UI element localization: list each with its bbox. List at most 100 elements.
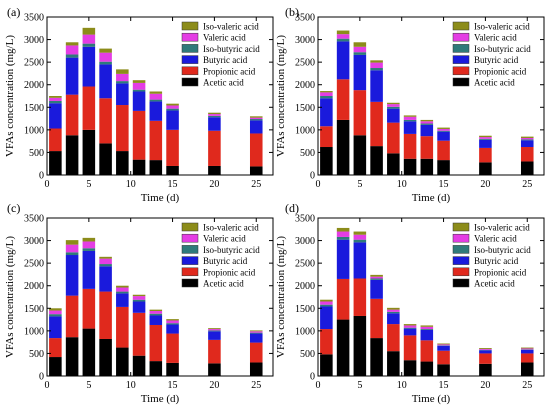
bar-segment bbox=[370, 338, 383, 376]
y-tick-label: 1000 bbox=[295, 125, 315, 136]
bar-segment bbox=[166, 165, 179, 175]
legend-label: Valeric acid bbox=[203, 33, 246, 43]
bar-segment bbox=[99, 48, 112, 53]
bar-segment bbox=[249, 331, 263, 333]
bar-segment bbox=[336, 239, 350, 279]
legend-label: Iso-valeric acid bbox=[203, 22, 259, 32]
bar-segment bbox=[65, 94, 79, 136]
bar-segment bbox=[479, 138, 492, 140]
panel-label: (a) bbox=[7, 5, 20, 19]
bar-segment bbox=[336, 41, 350, 80]
bar-segment bbox=[437, 130, 450, 132]
bar-segment bbox=[370, 274, 383, 277]
y-tick-label: 2000 bbox=[24, 281, 44, 292]
bar-segment bbox=[387, 102, 400, 105]
bar-segment bbox=[82, 288, 96, 329]
bar-segment bbox=[132, 80, 146, 83]
bar-segment bbox=[353, 231, 367, 235]
bar-segment bbox=[387, 351, 400, 376]
legend-swatch bbox=[181, 222, 199, 232]
bar-segment bbox=[132, 299, 146, 302]
panel-label: (d) bbox=[285, 201, 299, 215]
legend-swatch bbox=[181, 21, 199, 31]
bar-segment bbox=[420, 123, 434, 125]
legend-swatch bbox=[452, 32, 470, 42]
bar-segment bbox=[166, 323, 179, 325]
bar-segment bbox=[403, 121, 417, 134]
bar-segment bbox=[116, 291, 129, 294]
bar-segment bbox=[320, 306, 333, 330]
bar-segment bbox=[49, 97, 62, 101]
bar-segment bbox=[65, 240, 79, 245]
bar-segment bbox=[520, 347, 534, 349]
bar-segment bbox=[437, 131, 450, 141]
bar-segment bbox=[420, 340, 434, 362]
bar-segment bbox=[166, 108, 179, 111]
bar-segment bbox=[320, 92, 333, 96]
bar-segment bbox=[49, 357, 62, 376]
bar-segment bbox=[336, 38, 350, 42]
bar-segment bbox=[208, 115, 221, 118]
bar-segment bbox=[437, 344, 450, 346]
bar-segment bbox=[370, 146, 383, 175]
bar-segment bbox=[65, 244, 79, 253]
bar-segment bbox=[132, 312, 146, 356]
legend-label: Propionic acid bbox=[474, 66, 527, 76]
bar-segment bbox=[166, 333, 179, 363]
bar-segment bbox=[336, 119, 350, 175]
bar-segment bbox=[82, 237, 96, 242]
x-tick-label: 20 bbox=[209, 179, 219, 190]
bar-segment bbox=[403, 115, 417, 117]
bar-segment bbox=[336, 278, 350, 320]
y-tick-label: 3500 bbox=[24, 13, 44, 24]
x-tick-label: 5 bbox=[86, 380, 91, 391]
y-tick-label: 2500 bbox=[295, 58, 315, 69]
legend-label: Iso-butyric acid bbox=[474, 245, 531, 255]
bar-segment bbox=[99, 64, 112, 99]
bar-segment bbox=[65, 54, 79, 58]
bar-segment bbox=[149, 120, 163, 161]
bar-segment bbox=[249, 330, 263, 332]
bar-segment bbox=[49, 151, 62, 175]
legend-label: Iso-butyric acid bbox=[474, 44, 531, 54]
legend-label: Iso-valeric acid bbox=[203, 223, 259, 233]
y-tick-label: 500 bbox=[300, 349, 315, 360]
bar-segment bbox=[149, 361, 163, 376]
bar-segment bbox=[166, 105, 179, 109]
bar-segment bbox=[65, 295, 79, 338]
bar-segment bbox=[437, 160, 450, 175]
legend-swatch bbox=[452, 21, 470, 31]
x-tick-label: 15 bbox=[168, 380, 178, 391]
bar-segment bbox=[208, 329, 221, 331]
bar-segment bbox=[99, 338, 112, 376]
panel-b: (b) VFAs concentration (mg/L) Time (d) 0… bbox=[275, 5, 545, 204]
bar-segment bbox=[370, 68, 383, 71]
legend-swatch bbox=[452, 256, 470, 265]
legend-swatch bbox=[181, 55, 199, 64]
y-tick-label: 500 bbox=[300, 148, 315, 159]
bar-segment bbox=[49, 338, 62, 358]
bar-segment bbox=[249, 166, 263, 175]
bar-segment bbox=[99, 61, 112, 65]
bar-segment bbox=[99, 52, 112, 62]
bar-segment bbox=[387, 311, 400, 314]
bar-segment bbox=[116, 285, 129, 288]
bar-segment bbox=[437, 350, 450, 365]
bar-segment bbox=[353, 242, 367, 279]
panel-a: (a) VFAs concentration (mg/L) Time (d) 0… bbox=[4, 5, 274, 204]
bar-segment bbox=[116, 347, 129, 376]
bar-segment bbox=[370, 62, 383, 69]
legend-label: Butyric acid bbox=[203, 55, 248, 65]
bar-segment bbox=[166, 103, 179, 106]
x-tick-label: 25 bbox=[251, 179, 261, 190]
panel-label: (c) bbox=[7, 201, 20, 215]
legend-label: Iso-valeric acid bbox=[474, 22, 530, 32]
legend-label: Iso-valeric acid bbox=[474, 223, 530, 233]
bar-segment bbox=[208, 328, 221, 330]
legend-swatch bbox=[181, 233, 199, 243]
bar-segment bbox=[403, 327, 417, 329]
y-tick-label: 3500 bbox=[295, 13, 315, 24]
panel-label: (b) bbox=[285, 5, 299, 19]
bar-segment bbox=[82, 241, 96, 249]
